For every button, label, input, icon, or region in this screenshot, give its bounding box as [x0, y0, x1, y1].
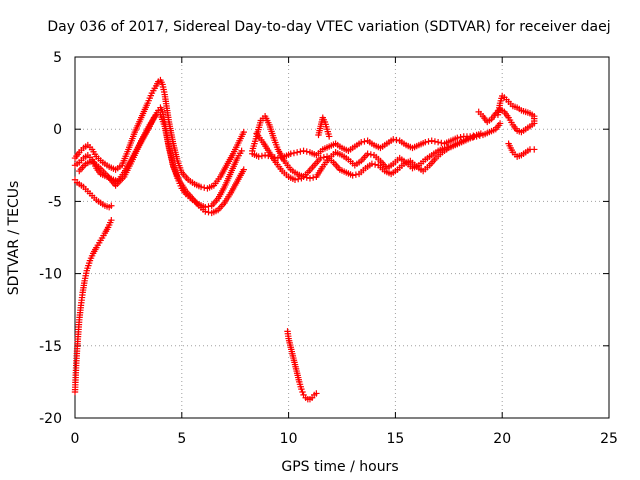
- data-point: [287, 150, 294, 157]
- data-point: [367, 151, 375, 158]
- data-point: [258, 152, 266, 160]
- data-point: [325, 133, 333, 140]
- data-point: [201, 184, 208, 191]
- data-point: [531, 146, 538, 153]
- x-tick-label: 0: [71, 431, 80, 447]
- data-point: [364, 150, 371, 157]
- data-point: [205, 209, 212, 216]
- y-axis-label: SDTVAR / TECUs: [6, 181, 22, 296]
- data-point: [475, 108, 482, 116]
- data-point: [108, 216, 115, 224]
- data-point: [202, 208, 209, 215]
- data-point: [293, 149, 301, 156]
- x-tick-label: 25: [600, 431, 618, 447]
- x-tick-label: 10: [280, 431, 298, 447]
- data-point: [303, 148, 310, 155]
- y-tick-label: -20: [39, 411, 62, 427]
- data-point: [290, 149, 298, 157]
- y-tick-label: 0: [53, 122, 62, 138]
- x-tick-label: 5: [177, 431, 186, 447]
- data-point: [291, 176, 299, 183]
- x-axis-label: GPS time / hours: [281, 459, 398, 475]
- data-point: [320, 154, 328, 161]
- y-tick-label: -5: [48, 194, 62, 210]
- data-point: [422, 138, 429, 146]
- data-point: [393, 136, 400, 144]
- data-point: [428, 137, 435, 144]
- data-points: [71, 76, 538, 403]
- data-point: [197, 183, 205, 191]
- data-point: [496, 120, 504, 127]
- data-point: [297, 148, 304, 155]
- data-point: [425, 138, 432, 145]
- data-point: [313, 390, 320, 397]
- data-point: [277, 154, 285, 161]
- data-point: [438, 139, 445, 147]
- data-point: [361, 138, 368, 145]
- data-point: [434, 138, 442, 146]
- x-tick-label: 20: [493, 431, 511, 447]
- data-point: [303, 174, 310, 181]
- data-point: [477, 130, 485, 137]
- data-point: [295, 175, 302, 183]
- data-point: [457, 133, 464, 141]
- data-point: [352, 171, 360, 178]
- data-point: [261, 151, 269, 159]
- data-point: [238, 147, 245, 155]
- data-point: [390, 136, 397, 143]
- plot-frame: [74, 56, 610, 419]
- data-point: [317, 154, 324, 162]
- chart-title: Day 036 of 2017, Sidereal Day-to-day VTE…: [47, 19, 610, 35]
- data-point: [368, 160, 376, 168]
- data-point: [371, 161, 379, 168]
- data-point: [309, 174, 317, 181]
- y-tick-label: -15: [39, 339, 62, 355]
- data-point: [300, 147, 307, 155]
- data-point: [349, 172, 356, 179]
- data-point: [255, 153, 262, 160]
- x-tick-labels: 0 5 10 15 20 25: [71, 431, 618, 447]
- data-point: [358, 138, 365, 146]
- y-tick-labels: 5 0 -5 -10 -15 -20: [39, 50, 62, 427]
- data-point: [306, 175, 314, 182]
- data-point: [431, 138, 439, 145]
- data-point: [205, 203, 212, 210]
- y-tick-label: 5: [53, 50, 62, 66]
- data-point: [240, 166, 247, 173]
- data-point: [240, 128, 247, 136]
- data-point: [454, 134, 461, 142]
- data-point: [108, 202, 115, 209]
- data-point: [298, 385, 305, 393]
- y-tick-label: -10: [39, 267, 62, 283]
- data-point: [299, 388, 306, 396]
- x-tick-label: 15: [386, 431, 404, 447]
